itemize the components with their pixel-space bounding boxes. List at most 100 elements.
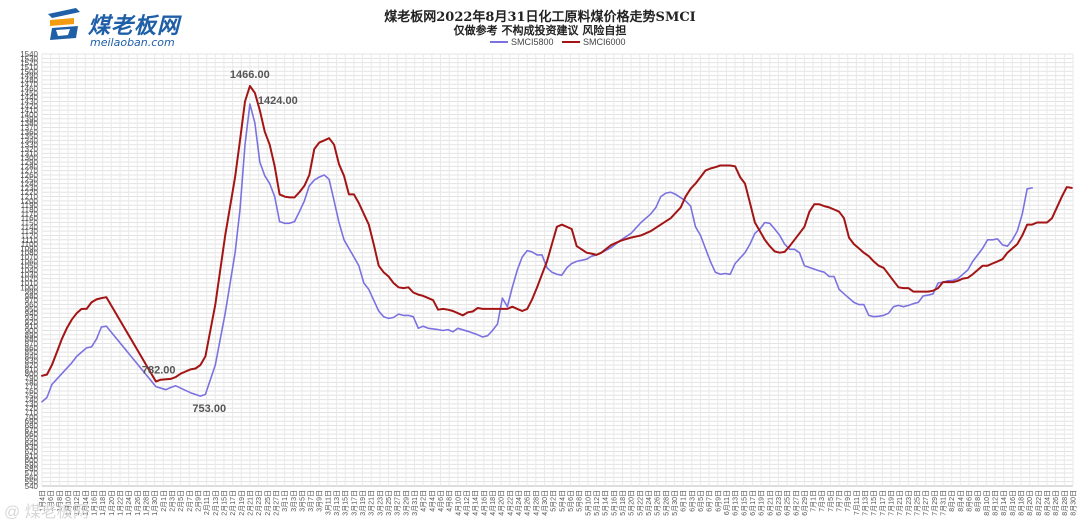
x-tick-label: 1月28日 (142, 490, 150, 516)
x-tick-label: 4月12日 (463, 490, 471, 516)
x-tick-label: 1月20日 (108, 490, 116, 516)
x-tick-label: 3月31日 (411, 490, 419, 516)
x-tick-label: 3月5日 (298, 490, 306, 512)
x-tick-label: 7月15日 (870, 490, 878, 516)
series-line-SMCI5800 (41, 103, 1033, 403)
y-tick-label: 1180 (21, 206, 39, 215)
x-tick-label: 7月27日 (922, 490, 930, 516)
x-tick-label: 2月13日 (212, 490, 220, 516)
y-tick-label: 760 (25, 387, 39, 396)
x-tick-label: 7月5日 (827, 490, 835, 512)
x-tick-label: 2月9日 (194, 490, 202, 512)
x-tick-label: 2月7日 (186, 490, 194, 512)
x-tick-label: 2月23日 (255, 490, 263, 516)
x-tick-label: 2月11日 (203, 490, 211, 515)
y-tick-label: 910 (25, 322, 39, 331)
x-tick-label: 4月20日 (498, 490, 506, 516)
x-tick-label: 3月29日 (402, 490, 410, 516)
chart-title: 煤老板网2022年8月31日化工原料煤价格走势SMCI (384, 10, 696, 25)
y-tick-label: 650 (25, 434, 39, 443)
legend-label-series-2: SMCI6000 (583, 37, 626, 47)
y-tick-label: 630 (25, 443, 39, 452)
x-tick-label: 6月25日 (784, 490, 792, 516)
y-tick-label: 1380 (20, 119, 38, 128)
x-tick-label: 4月28日 (532, 490, 540, 516)
y-tick-label: 720 (25, 404, 39, 413)
x-tick-label: 3月21日 (368, 490, 376, 516)
x-tick-label: 5月24日 (645, 490, 653, 516)
x-tick-label: 3月9日 (316, 490, 324, 512)
y-tick-label: 860 (25, 344, 39, 353)
y-tick-label: 1430 (20, 98, 38, 107)
series-lines (41, 85, 1073, 403)
y-tick-label: 1110 (21, 236, 38, 245)
x-tick-label: 4月4日 (428, 490, 436, 512)
logo-name-en: meilaoban.com (90, 36, 175, 49)
y-tick-label: 940 (25, 309, 39, 318)
horizontal-gridlines (42, 53, 1073, 487)
x-tick-label: 8月24日 (1044, 490, 1052, 516)
data-annotations: 1466.00 1424.00 782.00 753.00 (142, 69, 298, 415)
x-tick-label: 3月11日 (324, 490, 332, 515)
x-tick-label: 8月4日 (957, 490, 965, 512)
y-tick-label: 1250 (20, 175, 38, 184)
y-tick-label: 660 (25, 430, 39, 439)
x-tick-label: 8月2日 (948, 490, 956, 512)
logo-mark-icon (48, 8, 80, 40)
y-tick-label: 820 (25, 361, 39, 370)
y-tick-label: 970 (25, 296, 39, 305)
watermark: @ 煤老板网 (4, 504, 89, 521)
y-tick-label: 1130 (21, 227, 39, 236)
logo: 煤老板网 meilaoban.com (48, 8, 228, 49)
x-tick-label: 4月22日 (506, 490, 514, 516)
y-tick-label: 780 (25, 378, 39, 387)
x-tick-label: 8月14日 (1000, 490, 1008, 516)
x-tick-label: 1月8日 (56, 490, 64, 512)
x-tick-label: 2月15日 (220, 490, 228, 516)
x-tick-label: 7月7日 (836, 490, 844, 512)
x-tick-label: 6月5日 (697, 490, 705, 512)
y-tick-label: 730 (25, 400, 39, 409)
legend-item-series-1: SMCI5800 (490, 37, 554, 47)
x-tick-label: 1月12日 (73, 490, 81, 516)
x-tick-label: 4月16日 (480, 490, 488, 516)
y-tick-label: 610 (25, 452, 39, 461)
x-tick-label: 1月16日 (90, 490, 98, 516)
x-tick-label: 6月13日 (732, 490, 740, 516)
x-tick-label: 6月11日 (723, 490, 731, 515)
y-tick-label: 550 (25, 478, 39, 487)
y-tick-label: 1270 (20, 167, 38, 176)
x-tick-label: 3月17日 (350, 490, 358, 516)
y-tick-label: 1170 (21, 210, 39, 219)
y-tick-label: 570 (25, 469, 39, 478)
x-tick-label: 7月25日 (914, 490, 922, 516)
y-tick-label: 1000 (20, 283, 38, 292)
y-tick-label: 1190 (21, 201, 39, 210)
y-tick-label: 1320 (20, 145, 38, 154)
y-tick-label: 830 (25, 357, 39, 366)
y-tick-label: 1410 (20, 106, 38, 115)
y-tick-label: 540 (25, 482, 39, 491)
x-tick-label: 2月5日 (177, 490, 185, 512)
y-tick-label: 900 (25, 326, 39, 335)
x-tick-label: 2月27日 (272, 490, 280, 516)
x-tick-label: 3月13日 (333, 490, 341, 516)
x-tick-label: 4月10日 (454, 490, 462, 516)
y-tick-label: 1290 (20, 158, 38, 167)
y-tick-label: 1520 (20, 59, 38, 68)
y-tick-label: 1060 (20, 257, 38, 266)
y-tick-label: 1310 (20, 149, 38, 158)
chart-legend: SMCI5800 SMCI6000 (440, 37, 660, 51)
x-tick-label: 6月29日 (801, 490, 809, 516)
x-tick-label: 7月31日 (940, 490, 948, 516)
x-tick-label: 6月7日 (706, 490, 714, 512)
x-tick-label: 7月11日 (853, 490, 861, 515)
y-tick-label: 800 (25, 370, 39, 379)
x-tick-label: 3月3日 (290, 490, 298, 512)
y-tick-label: 1480 (20, 76, 38, 85)
y-tick-label: 700 (25, 413, 39, 422)
y-tick-label: 890 (25, 331, 39, 340)
x-tick-label: 4月26日 (524, 490, 532, 516)
x-tick-label: 3月25日 (385, 490, 393, 516)
